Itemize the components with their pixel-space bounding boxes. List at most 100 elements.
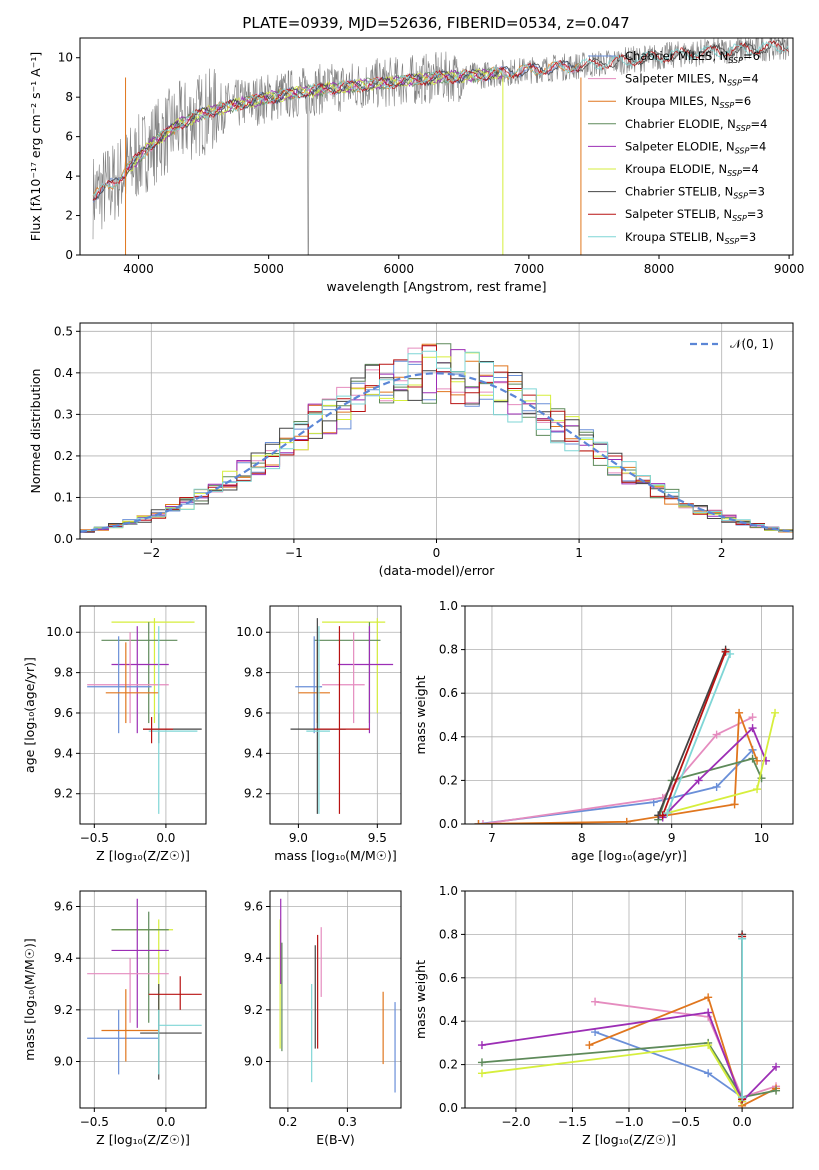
x-tick-label: 2 — [718, 546, 726, 560]
weight-marker — [712, 782, 721, 791]
weight-marker — [730, 800, 739, 809]
x-tick-label: 8000 — [644, 262, 675, 276]
weight-marker — [704, 1041, 713, 1050]
weight-marker — [738, 1093, 747, 1102]
panel-1: −2 −1 0 1 2 0.0 0.1 0.2 0.3 0.4 0.5 (data-model)/er… — [28, 322, 794, 578]
weight-line-kroupa-elodie — [481, 1044, 743, 1102]
histogram-kroupa-stelib — [80, 350, 793, 532]
y-tick-label: 9.6 — [54, 900, 73, 914]
weight-marker — [663, 809, 672, 818]
weight-marker — [748, 724, 757, 733]
weight-marker — [772, 1062, 781, 1071]
axes-frame — [464, 890, 794, 1109]
weight-marker — [721, 647, 730, 656]
x-tick-label: −1.0 — [614, 1115, 643, 1129]
plot-area — [80, 343, 793, 533]
y-tick-label: 0.0 — [439, 1101, 458, 1115]
y-axis-label: mass [log₁₀(M/M☉)] — [22, 938, 37, 1060]
plot-area — [279, 898, 396, 1093]
legend-entry: Salpeter ELODIE, NSSP=4 — [625, 139, 766, 155]
axes-frame — [79, 890, 207, 1109]
panel-6: 0.2 0.3 9.0 9.2 9.4 9.6 E(B-V) — [244, 890, 402, 1147]
y-axis-label: age [log₁₀(age/yr)] — [22, 657, 37, 773]
x-tick-label: 0.0 — [733, 1115, 752, 1129]
y-tick-label: 8 — [65, 90, 73, 104]
y-tick-label: 0.1 — [54, 490, 73, 504]
legend-entry: 𝒩(0, 1) — [730, 337, 774, 351]
y-tick-label: 9.4 — [54, 746, 73, 760]
weight-marker — [753, 785, 762, 794]
x-axis-label: age [log₁₀(age/yr)] — [571, 848, 687, 863]
y-tick-label: 0.2 — [54, 449, 73, 463]
y-tick-label: 0.5 — [54, 324, 73, 338]
y-axis-label: mass weight — [413, 960, 428, 1039]
plot-area — [92, 38, 790, 255]
figure-title: PLATE=0939, MJD=52636, FIBERID=0534, z=0… — [242, 14, 629, 32]
y-tick-label: 0.2 — [439, 1058, 458, 1072]
legend-entry: Kroupa MILES, NSSP=6 — [625, 94, 751, 110]
y-tick-label: 9.6 — [244, 706, 263, 720]
weight-marker — [735, 708, 744, 717]
y-tick-label: 0.4 — [439, 730, 458, 744]
x-tick-label: 1 — [575, 546, 583, 560]
plot-area — [477, 930, 781, 1108]
x-tick-label: 6000 — [383, 262, 414, 276]
y-tick-label: 10.0 — [46, 625, 73, 639]
y-tick-label: 2 — [65, 209, 73, 223]
y-tick-label: 0.6 — [439, 971, 458, 985]
x-tick-label: 0.3 — [338, 1115, 357, 1129]
y-tick-label: 9.6 — [244, 900, 263, 914]
y-tick-label: 0.2 — [439, 773, 458, 787]
weight-line-salpeter-miles — [482, 716, 753, 824]
weight-line-kroupa-stelib — [666, 653, 731, 814]
y-tick-label: 0.8 — [439, 643, 458, 657]
y-tick-label: 0.4 — [54, 366, 73, 380]
x-tick-label: −0.5 — [80, 831, 109, 845]
x-axis-label: Z [log₁₀(Z/Z☉)] — [582, 1132, 676, 1147]
plot-area — [474, 645, 780, 824]
weight-marker — [694, 776, 703, 785]
x-tick-label: 5000 — [253, 262, 284, 276]
panel-5: −0.5 0.0 9.0 9.2 9.4 9.6 Z [log₁₀(Z/Z☉)] mass [… — [22, 890, 207, 1147]
y-tick-label: 0.6 — [439, 686, 458, 700]
axes-frame — [79, 322, 794, 540]
y-tick-label: 9.2 — [54, 787, 73, 801]
y-tick-label: 10 — [58, 51, 73, 65]
x-tick-label: −2.0 — [501, 1115, 530, 1129]
legend-entry: Chabrier MILES, NSSP=6 — [625, 49, 760, 65]
y-tick-label: 6 — [65, 130, 73, 144]
x-tick-label: 4000 — [123, 262, 154, 276]
x-tick-label: −2 — [142, 546, 160, 560]
legend-entry: Chabrier ELODIE, NSSP=4 — [625, 117, 767, 133]
weight-marker — [771, 708, 780, 717]
weight-marker — [738, 934, 747, 943]
legend-entry: Salpeter STELIB, NSSP=3 — [625, 207, 764, 223]
y-tick-label: 9.6 — [54, 706, 73, 720]
x-tick-label: 9.0 — [289, 831, 308, 845]
x-tick-label: 0.2 — [278, 1115, 297, 1129]
axes-frame — [464, 605, 794, 825]
plot-area — [290, 618, 394, 814]
x-tick-label: −1 — [285, 546, 303, 560]
x-tick-label: 10 — [754, 831, 769, 845]
y-axis-label: Flux [fλ10⁻¹⁷ erg cm⁻² s⁻¹ A⁻¹] — [28, 52, 43, 241]
y-tick-label: 4 — [65, 169, 73, 183]
x-tick-label: 0.0 — [156, 1115, 175, 1129]
y-tick-label: 9.4 — [54, 951, 73, 965]
y-tick-label: 1.0 — [439, 884, 458, 898]
weight-marker — [704, 1008, 713, 1017]
legend-entry: Chabrier STELIB, NSSP=3 — [625, 185, 765, 201]
weight-marker — [477, 1058, 486, 1067]
x-tick-label: 9000 — [774, 262, 805, 276]
y-tick-label: 9.2 — [244, 787, 263, 801]
axes-frame — [269, 890, 402, 1109]
x-tick-label: 9 — [668, 831, 676, 845]
y-tick-label: 9.2 — [54, 1003, 73, 1017]
plot-area — [87, 898, 202, 1080]
weight-line-chabrier-stelib — [657, 649, 727, 816]
panel-4: 7 8 9 10 0.0 0.2 0.4 0.6 0.8 1.0 age [log₁₀(age/yr… — [413, 599, 794, 863]
panel-2: −0.5 0.0 9.2 9.4 9.6 9.8 10.0 Z [log₁₀(Z/Z☉)] ag… — [22, 605, 207, 863]
x-tick-label: 8 — [578, 831, 586, 845]
x-tick-label: −1.5 — [558, 1115, 587, 1129]
